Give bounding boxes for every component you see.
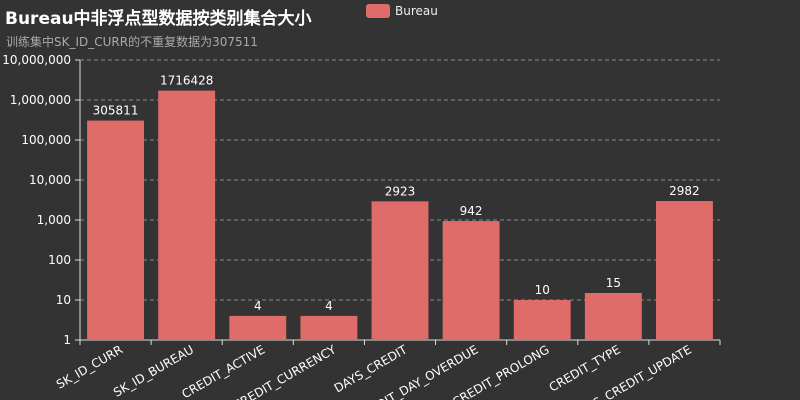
y-tick-label: 1 [63,333,71,347]
chart-subtitle: 训练集中SK_ID_CURR的不重复数据为307511 [6,35,258,49]
y-tick-label: 100 [48,253,71,267]
data-label: 305811 [93,104,139,118]
bar-sk-id-curr [87,120,144,340]
chart-title: Bureau中非浮点型数据按类别集合大小 [5,9,312,29]
bar-credit-active [229,315,287,340]
legend-label: Bureau [395,4,438,18]
bar-credit-currency [300,315,358,340]
bar-credit-type [584,292,642,340]
bar-credit-prolong [513,300,571,340]
y-tick-label: 10 [56,293,71,307]
bar-sk-id-bureau [158,90,216,340]
data-label: 2923 [385,184,416,198]
data-label: 942 [460,204,483,218]
y-tick-label: 1,000 [37,213,71,227]
data-label: 10 [535,283,550,297]
y-tick-label: 100,000 [21,133,71,147]
data-label: 1716428 [160,74,213,88]
data-label: 4 [254,299,262,313]
legend-item-bureau[interactable]: Bureau [366,4,438,18]
bar-credit-day-overdue [442,221,500,340]
bar-days-credit-update [656,201,713,340]
x-tick-label: SK_ID_CURR [54,342,125,391]
bar-days-credit [371,201,429,340]
data-label: 2982 [669,184,700,198]
y-tick-label: 1,000,000 [10,93,71,107]
data-label: 15 [606,276,621,290]
y-tick-label: 10,000,000 [2,53,71,67]
data-label: 4 [325,299,333,313]
legend-swatch [366,4,390,18]
y-tick-label: 10,000 [29,173,71,187]
